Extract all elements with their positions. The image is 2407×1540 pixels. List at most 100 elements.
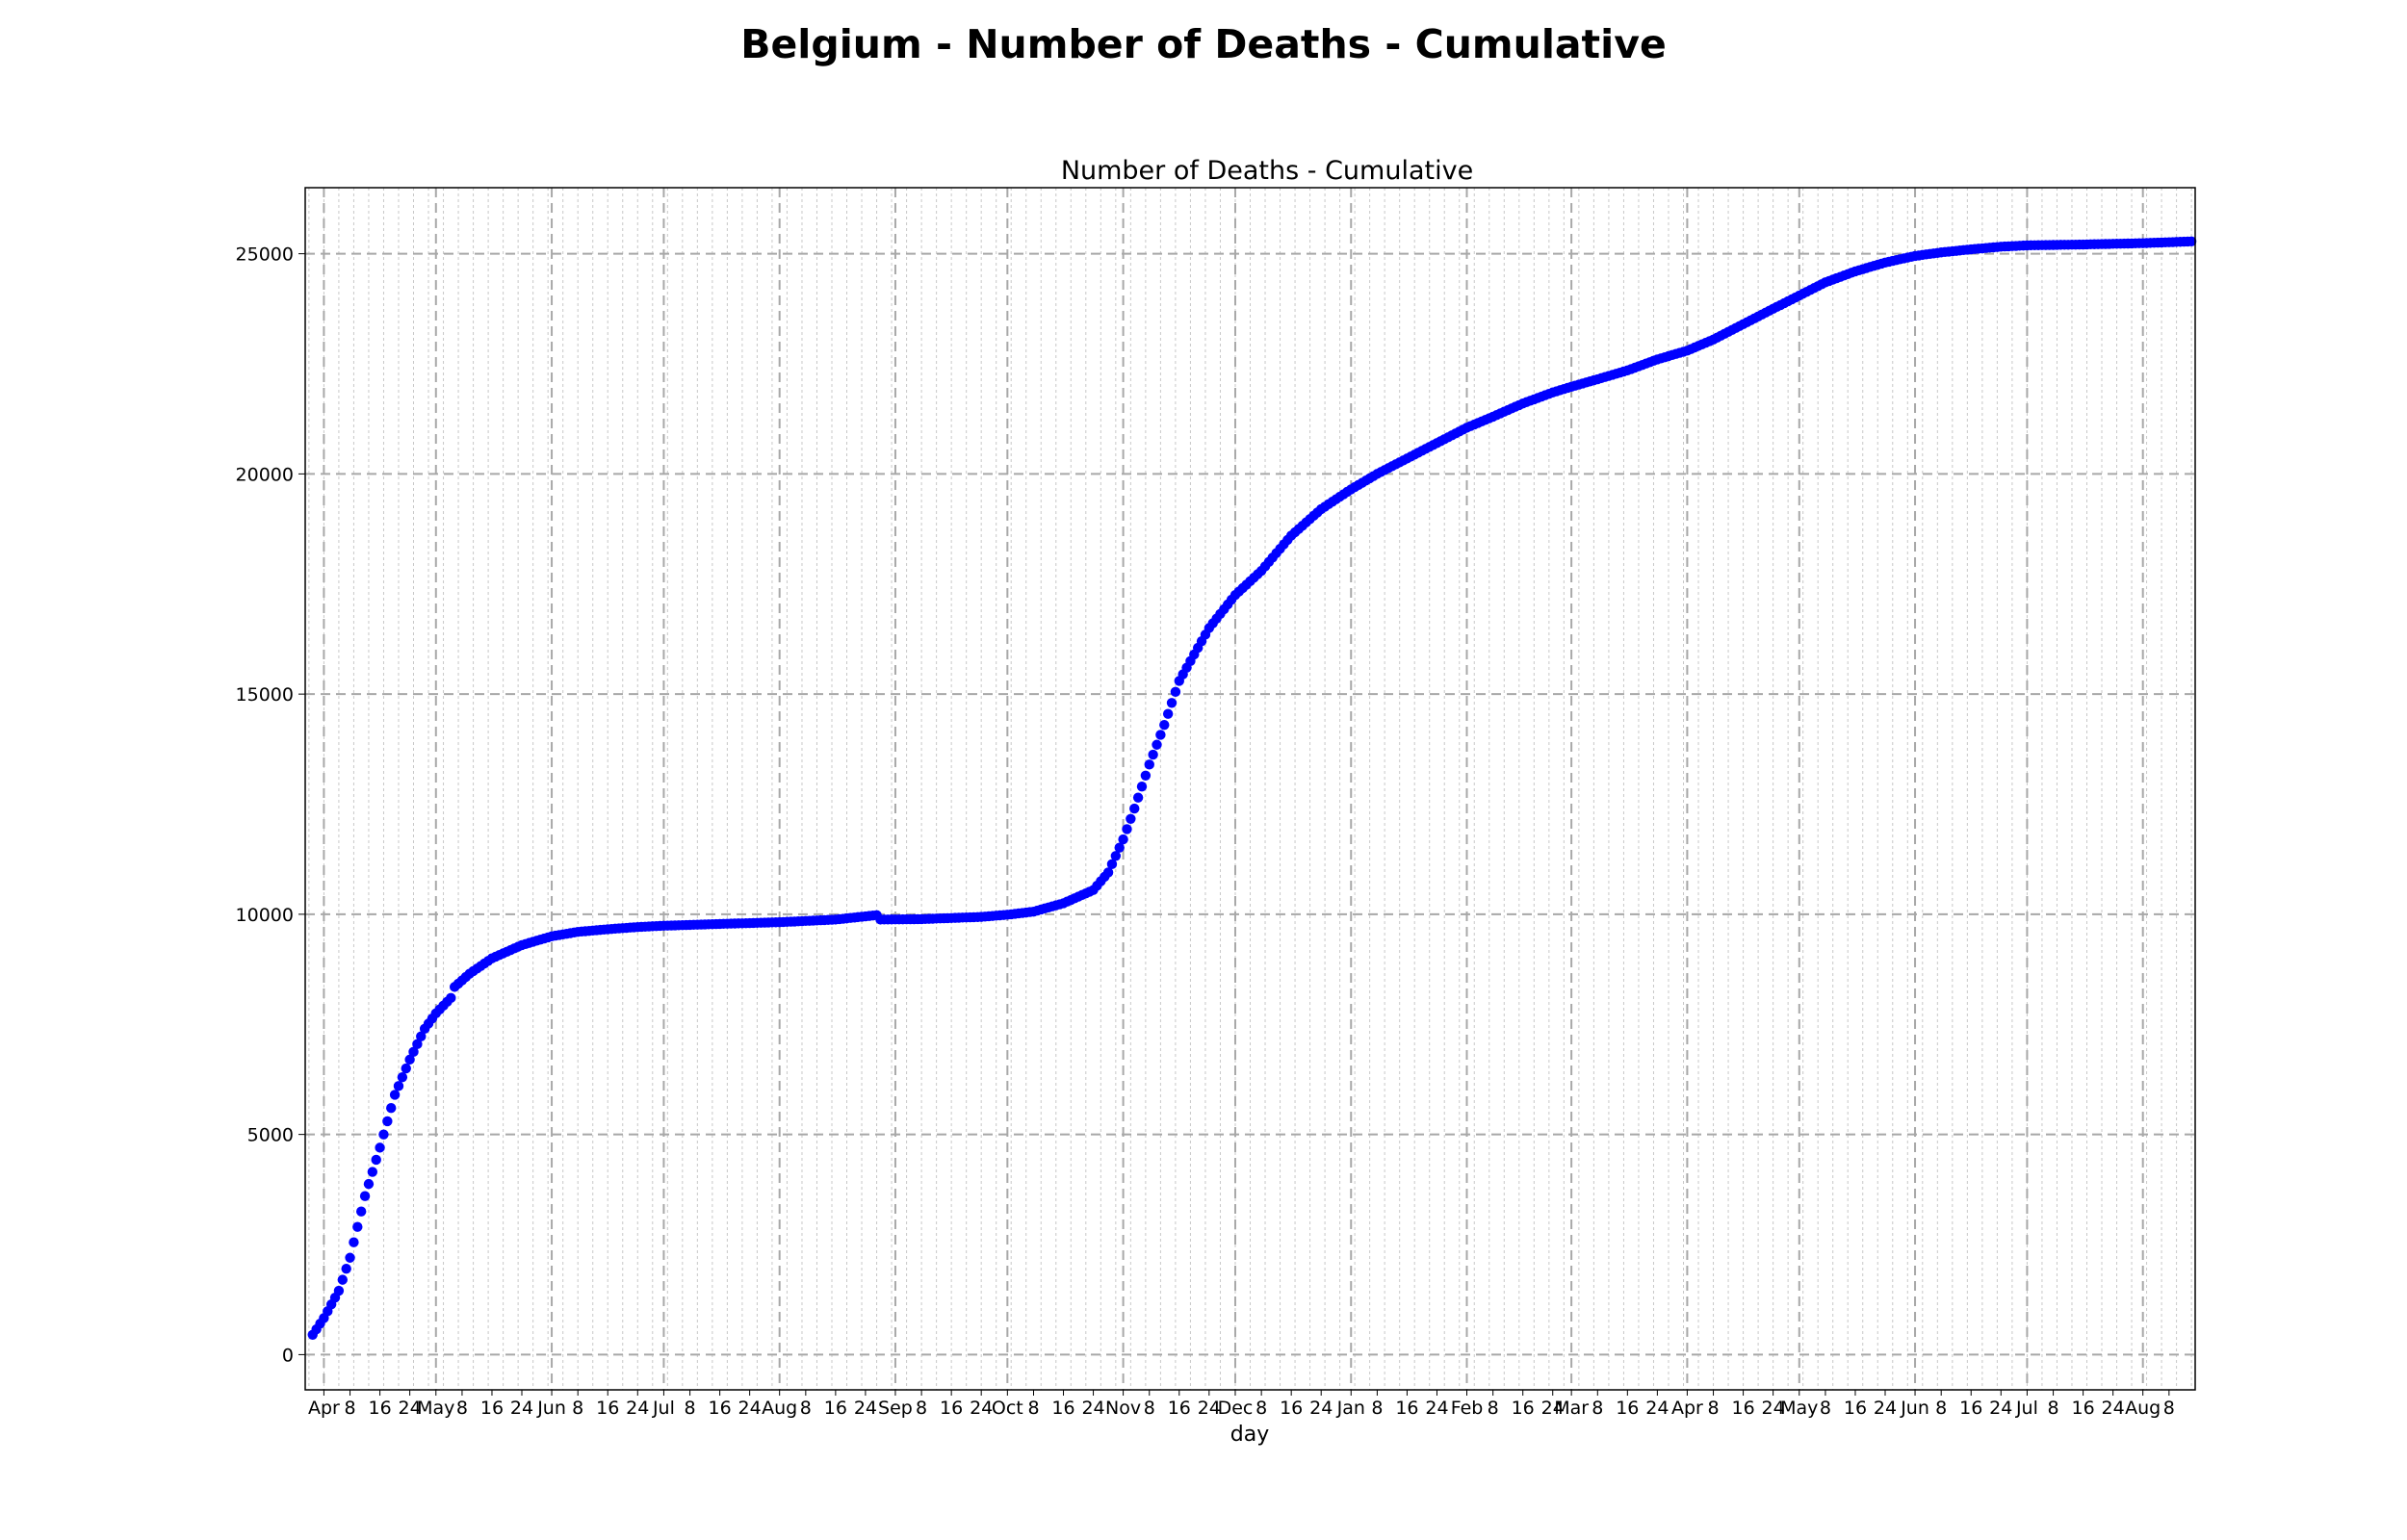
data-point <box>386 1102 397 1114</box>
x-tick-label: 8 <box>345 1398 356 1419</box>
data-point <box>1144 759 1154 770</box>
x-tick-label: 8 <box>1935 1398 1947 1419</box>
data-point <box>1129 803 1140 814</box>
x-tick-label: 16 <box>368 1398 391 1419</box>
x-tick-label: Jun <box>1900 1398 1929 1419</box>
x-tick-label: 24 <box>399 1398 422 1419</box>
x-tick-label: Dec <box>1218 1398 1254 1419</box>
x-tick-label: 8 <box>1144 1398 1155 1419</box>
x-tick-label: 16 <box>709 1398 732 1419</box>
x-tick-label: 8 <box>916 1398 927 1419</box>
x-tick-label: 16 <box>480 1398 504 1419</box>
x-tick-label: 16 <box>1512 1398 1535 1419</box>
data-point <box>1102 867 1114 878</box>
data-point <box>1152 739 1162 750</box>
data-point <box>1122 824 1132 834</box>
x-tick-label: 8 <box>1488 1398 1499 1419</box>
data-point <box>2186 236 2197 247</box>
x-tick-label: 16 <box>1731 1398 1754 1419</box>
data-point <box>345 1252 355 1263</box>
x-tick-label: 16 <box>824 1398 847 1419</box>
data-point <box>382 1116 393 1127</box>
data-point <box>1166 698 1178 708</box>
data-point <box>1136 782 1148 792</box>
data-point <box>1114 842 1125 853</box>
data-point <box>1126 813 1136 824</box>
data-point <box>375 1142 385 1153</box>
x-tick-label: 24 <box>1081 1398 1104 1419</box>
data-point <box>416 1031 427 1042</box>
data-point <box>389 1090 401 1100</box>
x-tick-label: 8 <box>2163 1398 2175 1419</box>
data-point <box>341 1263 351 1274</box>
x-tick-label: 16 <box>1280 1398 1303 1419</box>
x-tick-label: 24 <box>2102 1398 2125 1419</box>
plot-frame <box>304 187 2196 1391</box>
data-point <box>1159 719 1170 731</box>
data-point <box>412 1039 423 1050</box>
x-tick-label: 24 <box>1989 1398 2012 1419</box>
data-point <box>367 1167 378 1177</box>
x-tick-label: 16 <box>2072 1398 2095 1419</box>
y-tick-label: 10000 <box>236 905 294 926</box>
x-tick-label: 8 <box>1027 1398 1039 1419</box>
data-point <box>378 1129 389 1140</box>
data-point <box>333 1285 345 1296</box>
x-tick-label: 16 <box>1616 1398 1639 1419</box>
x-tick-label: 24 <box>970 1398 993 1419</box>
x-tick-label: Feb <box>1451 1398 1484 1419</box>
data-series <box>307 236 2197 1341</box>
x-tick-label: 8 <box>800 1398 812 1419</box>
x-tick-label: Aug <box>2125 1398 2161 1419</box>
x-tick-label: 24 <box>854 1398 877 1419</box>
x-tick-label: 24 <box>1762 1398 1785 1419</box>
data-point <box>355 1206 367 1217</box>
y-tick-label: 5000 <box>247 1125 294 1146</box>
data-point <box>1110 851 1122 861</box>
x-tick-label: 8 <box>1708 1398 1720 1419</box>
x-tick-label: 8 <box>685 1398 696 1419</box>
x-tick-label: May <box>1780 1398 1818 1419</box>
x-tick-label: Mar <box>1554 1398 1589 1419</box>
y-tick-label: 0 <box>282 1345 294 1366</box>
x-tick-label: 8 <box>1371 1398 1383 1419</box>
y-axis: 0 5000 10000 15000 20000 25000 <box>236 244 305 1366</box>
grid <box>305 188 2195 1390</box>
y-tick-label: 25000 <box>236 244 294 266</box>
data-point <box>337 1274 348 1285</box>
x-tick-label: 16 <box>596 1398 619 1419</box>
data-point <box>446 992 456 1004</box>
x-tick-label: 24 <box>1309 1398 1333 1419</box>
x-tick-label: Jun <box>536 1398 566 1419</box>
x-tick-label: Nov <box>1105 1398 1141 1419</box>
data-point <box>408 1046 419 1058</box>
x-tick-label: 8 <box>1255 1398 1267 1419</box>
x-tick-label: 16 <box>1168 1398 1191 1419</box>
data-point <box>1155 730 1166 740</box>
x-tick-label: 24 <box>1425 1398 1448 1419</box>
x-tick-label: 24 <box>1874 1398 1897 1419</box>
x-tick-label: Oct <box>992 1398 1023 1419</box>
data-point <box>1148 749 1158 760</box>
x-tick-label: May <box>417 1398 454 1419</box>
x-tick-label: 8 <box>456 1398 468 1419</box>
data-point <box>1170 686 1181 698</box>
data-point <box>349 1237 359 1247</box>
x-tick-label: Aug <box>762 1398 797 1419</box>
x-tick-label: 8 <box>572 1398 583 1419</box>
x-tick-label: 24 <box>626 1398 649 1419</box>
y-tick-label: 20000 <box>236 464 294 485</box>
data-point <box>363 1178 375 1190</box>
x-tick-label: 8 <box>2048 1398 2059 1419</box>
x-tick-label: Apr <box>1671 1398 1703 1419</box>
x-tick-label: 16 <box>1395 1398 1418 1419</box>
x-tick-label: 24 <box>738 1398 762 1419</box>
figure-suptitle: Belgium - Number of Deaths - Cumulative <box>740 21 1667 67</box>
x-axis-label: day <box>1230 1423 1269 1447</box>
y-tick-label: 15000 <box>236 684 294 706</box>
data-point <box>1162 708 1174 719</box>
data-point <box>371 1154 381 1166</box>
x-tick-label: 24 <box>510 1398 533 1419</box>
